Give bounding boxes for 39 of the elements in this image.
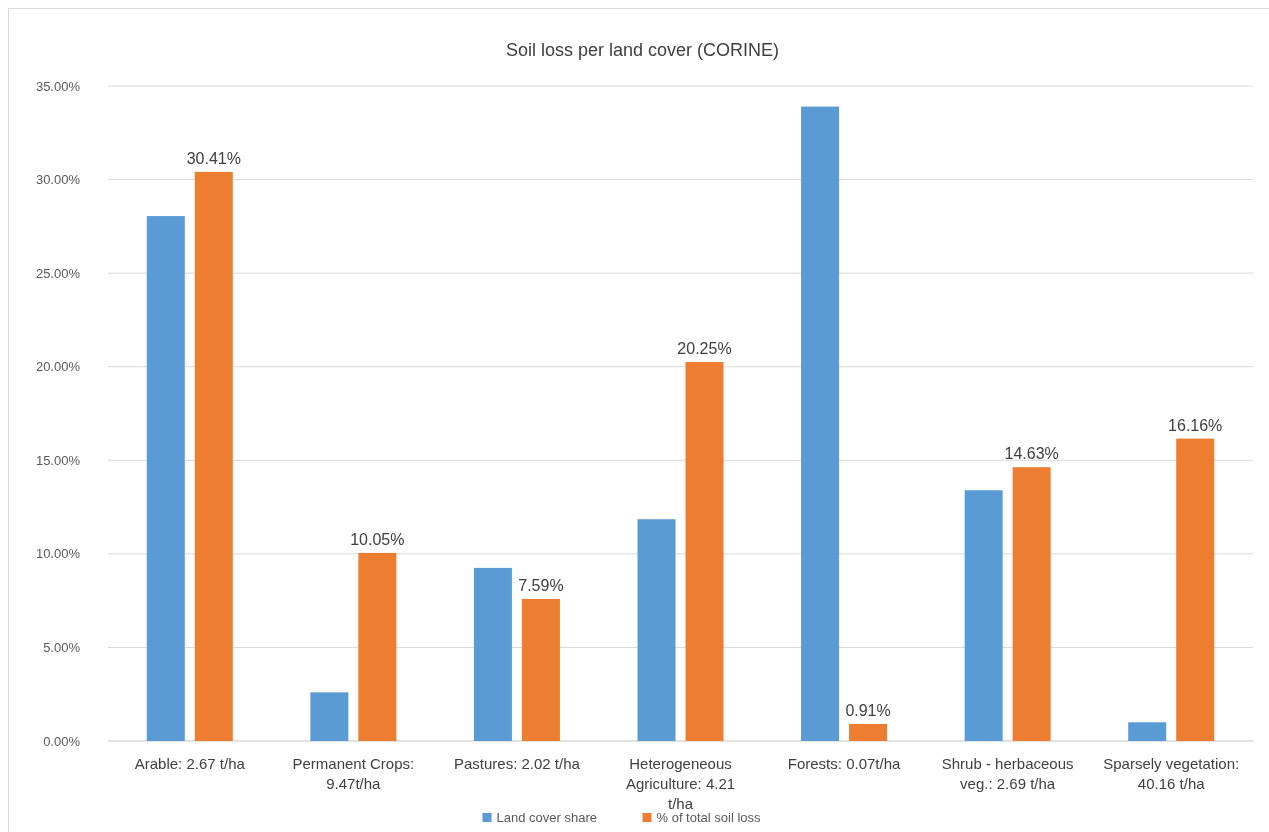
x-tick-label: Heterogeneous Agriculture: 4.21 t/ha: [625, 755, 736, 812]
legend-label: Land cover share: [496, 810, 597, 825]
y-tick-label: 10.00%: [35, 546, 81, 562]
bar: [685, 362, 724, 741]
data-label: 30.41%: [186, 149, 241, 167]
bar: [194, 171, 233, 741]
bar: [849, 723, 888, 741]
y-tick-label: 20.00%: [35, 359, 81, 375]
chart-title: Soil loss per land cover (CORINE): [505, 40, 780, 60]
y-tick-label: 5.00%: [43, 639, 81, 655]
x-tick-label: Permanent Crops: 9.47t/ha: [292, 755, 415, 792]
data-label: 20.25%: [677, 340, 732, 358]
data-label: 14.63%: [1004, 445, 1059, 463]
data-label: 0.91%: [845, 701, 891, 719]
x-tick-label: Shrub - herbaceous veg.: 2.69 t/ha: [941, 755, 1074, 792]
y-tick-label: 0.00%: [43, 733, 81, 749]
bar: [801, 106, 840, 741]
x-tick-label: Sparsely vegetation: 40.16 t/ha: [1103, 755, 1240, 792]
bar: [521, 598, 560, 741]
y-tick-label: 35.00%: [35, 78, 81, 94]
x-tick-label: Arable: 2.67 t/ha: [134, 755, 246, 772]
bar: [637, 519, 676, 741]
bar: [1012, 467, 1051, 741]
bar: [964, 490, 1003, 741]
bar: [146, 216, 185, 741]
x-tick-label: Forests: 0.07t/ha: [787, 755, 902, 772]
bar: [310, 692, 349, 741]
bar: [473, 567, 512, 741]
y-tick-label: 15.00%: [35, 452, 81, 468]
x-tick-label: Pastures: 2.02 t/ha: [453, 755, 581, 772]
bar: [358, 552, 397, 741]
data-label: 7.59%: [518, 576, 564, 594]
y-tick-label: 30.00%: [35, 172, 81, 188]
data-label: 10.05%: [350, 530, 405, 548]
legend-label: % of total soil loss: [656, 810, 762, 825]
data-label: 16.16%: [1168, 416, 1223, 434]
y-tick-label: 25.00%: [35, 265, 81, 281]
bar: [1176, 438, 1215, 741]
bar: [1128, 722, 1167, 741]
